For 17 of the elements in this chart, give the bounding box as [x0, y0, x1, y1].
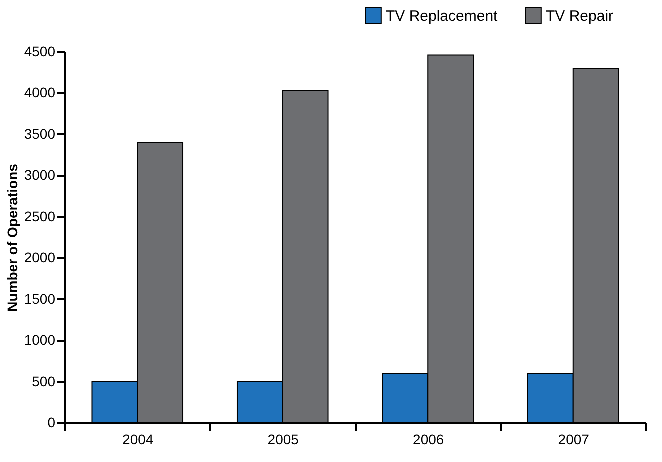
y-axis-title: Number of Operations — [4, 164, 20, 312]
y-tick-label: 3500 — [24, 126, 56, 142]
x-tick-label: 2004 — [122, 432, 154, 448]
y-tick-label: 4000 — [24, 84, 56, 101]
y-tick-label: 1000 — [24, 332, 56, 348]
legend-label: TV Replacement — [386, 8, 499, 25]
y-tick-label: 500 — [32, 373, 56, 390]
y-tick-label: 2000 — [24, 250, 56, 266]
y-tick-label: 0 — [48, 414, 56, 430]
x-tick-label: 2005 — [268, 432, 300, 448]
x-tick-label: 2006 — [413, 432, 444, 448]
legend-label: TV Repair — [546, 8, 614, 25]
y-tick-label: 3000 — [24, 167, 56, 184]
y-tick-label: 4500 — [24, 44, 56, 60]
y-tick-label: 1500 — [24, 290, 56, 307]
y-tick-label: 2500 — [24, 208, 56, 224]
x-tick-label: 2007 — [558, 432, 590, 448]
